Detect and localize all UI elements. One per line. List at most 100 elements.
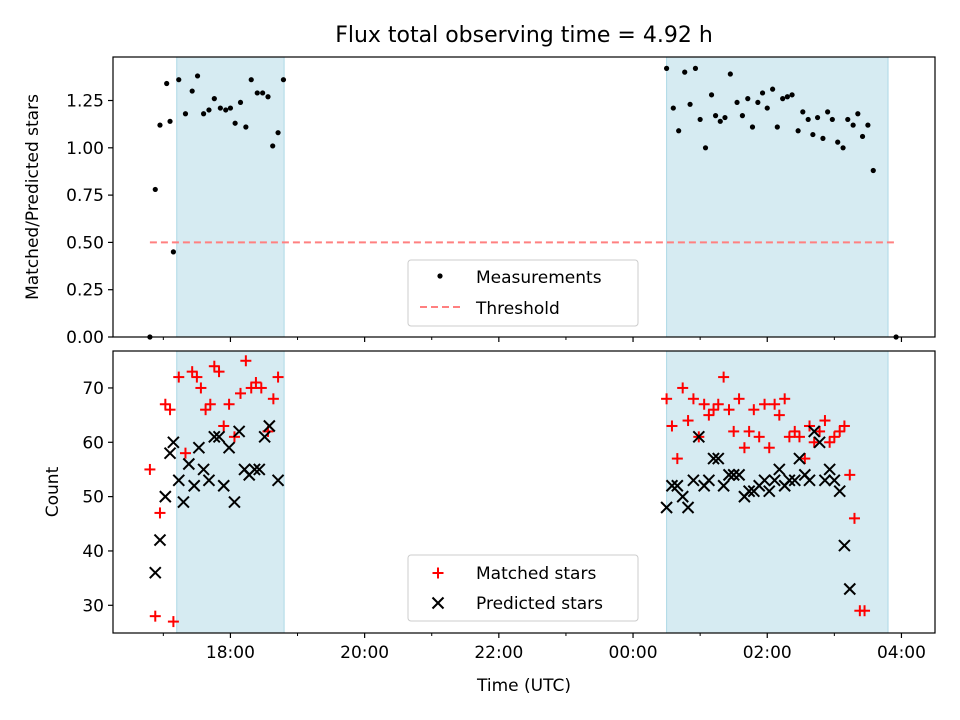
matched-star-point [245, 382, 257, 394]
measurement-point [227, 105, 234, 111]
bottom-x-axis-ticks: 18:00 20:00 22:00 00:00 02:00 04:00 [162, 633, 926, 663]
matched-star-point [859, 605, 871, 617]
predicted-star-point [208, 430, 221, 444]
x-tick-label: 18:00 [206, 643, 255, 663]
measurement-point [870, 167, 876, 174]
legend-predicted-label: Predicted stars [476, 594, 603, 614]
observing-window-shade [666, 57, 889, 337]
measurement-point [845, 116, 851, 123]
matched-star-point [272, 371, 284, 383]
measurement-point [829, 116, 835, 123]
top-measurement-points [147, 65, 899, 340]
predicted-star-point [182, 457, 196, 471]
top-shaded-intervals [176, 57, 889, 337]
measurement-point [260, 90, 266, 96]
predicted-star-point [177, 495, 190, 509]
predicted-star-point [732, 468, 746, 482]
predicted-star-point [692, 430, 706, 444]
predicted-star-point [163, 446, 177, 460]
measurement-point [265, 94, 271, 100]
predicted-star-point [187, 479, 201, 492]
matched-star-point [250, 377, 262, 389]
matched-star-point [828, 431, 840, 443]
measurement-point [200, 111, 207, 117]
measurement-point [275, 130, 281, 136]
bottom-legend-box [407, 554, 639, 622]
predicted-star-point [159, 490, 172, 503]
measurement-point [855, 111, 861, 117]
matched-star-point [769, 398, 781, 410]
matched-star-point [164, 404, 176, 416]
measurement-point [243, 124, 249, 130]
y-tick-label: 1.00 [66, 139, 104, 159]
matched-star-point [240, 355, 252, 367]
predicted-star-point [665, 479, 679, 492]
matched-star-point [144, 463, 156, 475]
predicted-star-point [823, 463, 836, 476]
predicted-star-point [788, 474, 801, 487]
predicted-star-point [813, 436, 826, 449]
matched-star-point [218, 420, 230, 432]
measurement-point [774, 124, 780, 130]
measurement-point [717, 118, 723, 124]
matched-star-point [191, 371, 203, 383]
measurement-point [865, 122, 871, 128]
measurement-point [176, 77, 182, 83]
matched-star-point [753, 431, 765, 443]
measurement-point [211, 96, 217, 102]
predicted-star-point [742, 484, 756, 498]
predicted-star-point [828, 474, 841, 487]
measurement-point [835, 139, 841, 145]
chart-title: Flux total observing time = 4.92 h [335, 23, 713, 48]
bottom-y-axis-ticks: 30 40 50 60 70 [82, 379, 113, 616]
matched-star-point [661, 393, 673, 405]
matched-star-point [819, 415, 831, 427]
x-tick-label: 02:00 [743, 643, 792, 663]
measurement-point [164, 80, 170, 87]
observing-window-shade [666, 351, 889, 633]
x-tick-label: 20:00 [340, 643, 389, 663]
measurement-point [692, 65, 699, 71]
measurement-point [739, 113, 746, 119]
top-plot-frame [112, 56, 936, 338]
predicted-star-point [671, 479, 684, 492]
predicted-star-point [197, 463, 210, 476]
predicted-star-point [681, 501, 695, 514]
matched-star-point [763, 442, 775, 454]
measurement-point [682, 69, 688, 75]
measurement-point [780, 96, 786, 102]
legend-plus-glyph [432, 567, 444, 579]
y-tick-label: 50 [82, 488, 104, 508]
observing-window-shade [176, 57, 285, 337]
predicted-star-point [192, 441, 206, 454]
matched-star-point [789, 425, 801, 437]
matched-star-point [234, 387, 246, 399]
matched-star-point [186, 366, 198, 378]
measurement-point [789, 92, 795, 98]
measurement-point [167, 118, 173, 124]
predicted-star-point [793, 452, 806, 465]
matched-star-point [748, 404, 760, 416]
predicted-star-point [758, 474, 771, 487]
matched-star-point [718, 371, 730, 383]
matched-star-point [208, 360, 220, 372]
predicted-star-point [253, 463, 266, 476]
measurement-point [759, 90, 766, 96]
legend-threshold-label: Threshold [475, 299, 560, 319]
predicted-star-point [660, 501, 673, 514]
top-panel: 0.00 0.25 0.50 0.75 1.00 1.25 Matched/Predict… [23, 56, 936, 348]
y-tick-label: 30 [82, 596, 104, 616]
measurement-point [676, 128, 682, 134]
predicted-star-point [217, 479, 230, 492]
predicted-star-point [838, 539, 851, 552]
predicted-star-point [717, 479, 730, 492]
x-tick-label: 04:00 [877, 643, 926, 663]
legend-measurements-marker [437, 273, 443, 279]
measurement-point [189, 88, 195, 94]
top-legend-box [407, 259, 639, 327]
bottom-x-axis-label: Time (UTC) [476, 676, 571, 696]
measurement-point [217, 105, 223, 111]
measurement-point [800, 109, 806, 115]
measurement-point [810, 131, 816, 138]
measurement-point [859, 133, 866, 140]
